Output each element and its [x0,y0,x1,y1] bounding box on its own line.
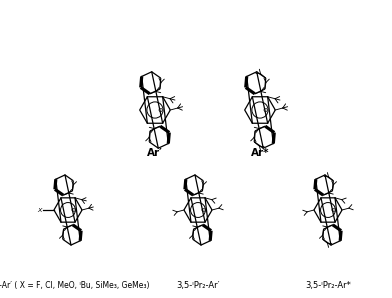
Text: 3,5-ᴵPr₂-Ar′: 3,5-ᴵPr₂-Ar′ [176,281,220,290]
Text: ⊖: ⊖ [70,207,75,212]
Text: ⊖: ⊖ [157,108,163,113]
Text: Ar*: Ar* [251,148,269,158]
Text: ⊖: ⊖ [262,108,268,113]
Text: 3,5-ᴵPr₂-Ar*: 3,5-ᴵPr₂-Ar* [305,281,351,290]
Text: ⊖: ⊖ [200,207,205,212]
Text: X: X [37,207,42,212]
Text: 4-X-Ar′ ( X = F, Cl, MeO, ᴵBu, SiMe₃, GeMe₃): 4-X-Ar′ ( X = F, Cl, MeO, ᴵBu, SiMe₃, Ge… [0,281,149,290]
Text: Ar′: Ar′ [147,148,163,158]
Text: ⊖: ⊖ [330,207,335,212]
